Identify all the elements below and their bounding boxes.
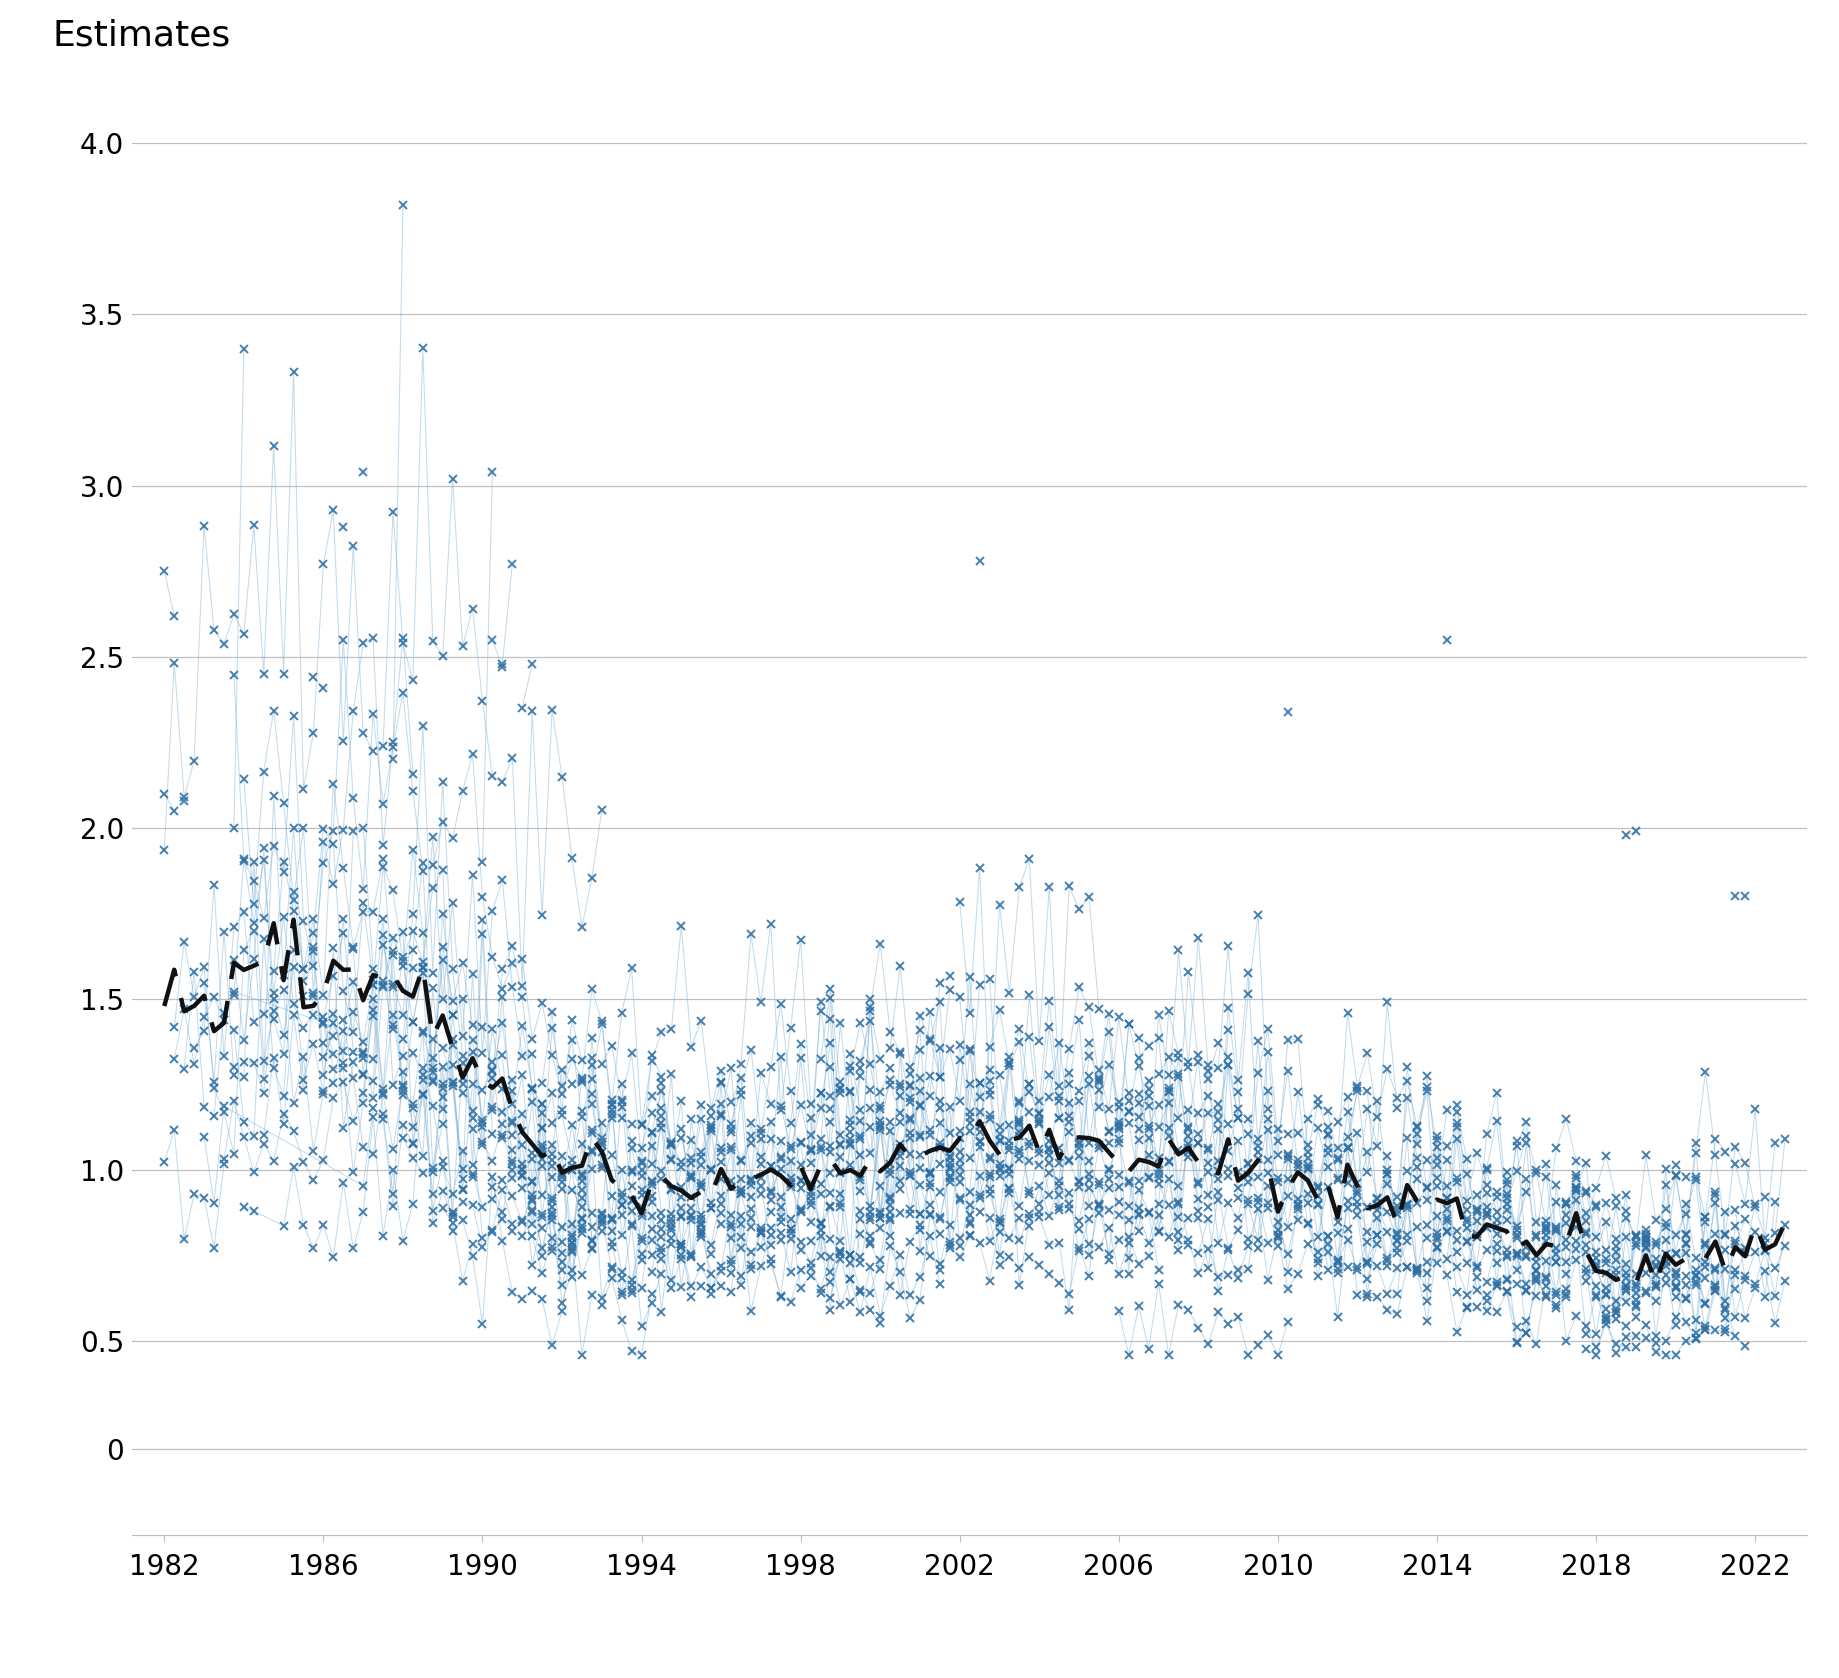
Text: Estimates: Estimates	[51, 18, 230, 52]
